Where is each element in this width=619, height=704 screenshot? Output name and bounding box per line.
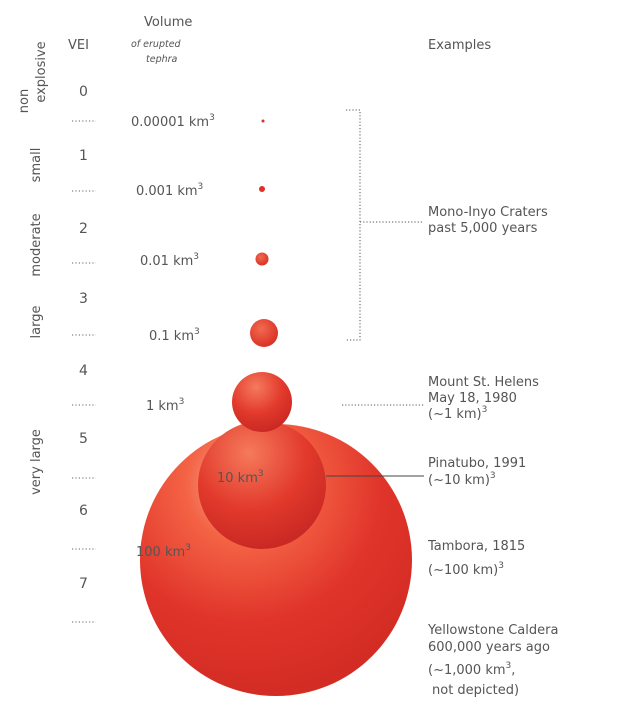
example-tambora-line1: Tambora, 1815 [427, 539, 525, 554]
category-large: large [29, 306, 44, 339]
volume-0.00001: 0.00001 km3 [131, 113, 215, 130]
volume-100: 100 km3 [136, 543, 191, 560]
vei-header: VEI [68, 38, 89, 53]
category-non: non [17, 89, 32, 113]
category-small: small [29, 148, 44, 183]
vei-levels: 0 1 2 3 4 5 6 7 [79, 84, 88, 592]
vei-separators [72, 120, 96, 623]
category-very-large: very large [29, 429, 44, 495]
sphere-10-km3 [198, 421, 326, 549]
vei-5: 5 [79, 431, 88, 447]
volume-0.001: 0.001 km3 [136, 182, 203, 199]
category-explosive: explosive [34, 41, 49, 102]
example-mono-line2: past 5,000 years [428, 221, 538, 236]
sphere-1-km3 [232, 372, 292, 432]
example-helens-line2: May 18, 1980 [428, 391, 517, 406]
leader-lines [326, 109, 424, 477]
example-mono-line1: Mono-Inyo Craters [428, 205, 548, 220]
category-labels: non explosive small moderate large very … [17, 41, 49, 495]
volume-10: 10 km3 [217, 469, 264, 486]
vei-1: 1 [79, 148, 88, 164]
examples: Mono-Inyo Craters past 5,000 years Mount… [427, 205, 558, 698]
example-yellowstone-line1: Yellowstone Caldera [427, 623, 558, 638]
example-tambora-line2: (~100 km)3 [428, 561, 504, 578]
sphere-0.00001-km3 [261, 119, 265, 123]
mono-bracket [346, 109, 361, 341]
volume-0.1: 0.1 km3 [149, 327, 200, 344]
example-yellowstone-line4: not depicted) [432, 683, 519, 698]
example-yellowstone-line2: 600,000 years ago [428, 640, 550, 655]
vei-2: 2 [79, 221, 88, 237]
category-moderate: moderate [29, 213, 44, 276]
tephra-spheres [140, 119, 412, 696]
vei-3: 3 [79, 291, 88, 307]
volume-header-line3: tephra [146, 54, 178, 65]
examples-header: Examples [428, 38, 491, 53]
sphere-0.1-km3 [250, 319, 278, 347]
vei-4: 4 [79, 363, 88, 379]
volume-1: 1 km3 [146, 397, 184, 414]
example-yellowstone-line3: (~1,000 km3, [428, 661, 515, 678]
volume-0.01: 0.01 km3 [140, 252, 199, 269]
vei-7: 7 [79, 576, 88, 592]
volume-labels: 0.00001 km3 0.001 km3 0.01 km3 0.1 km3 1… [131, 113, 264, 560]
volume-header-line2: of erupted [131, 39, 182, 50]
example-helens-line1: Mount St. Helens [428, 375, 539, 390]
vei-6: 6 [79, 503, 88, 519]
vei-0: 0 [79, 84, 88, 100]
sphere-0.01-km3 [255, 252, 269, 266]
example-pinatubo-line1: Pinatubo, 1991 [428, 456, 526, 471]
example-pinatubo-line2: (~10 km)3 [428, 471, 496, 488]
example-helens-line3: (~1 km)3 [428, 405, 487, 422]
volume-header: Volume [144, 15, 192, 30]
sphere-0.001-km3 [259, 186, 265, 192]
